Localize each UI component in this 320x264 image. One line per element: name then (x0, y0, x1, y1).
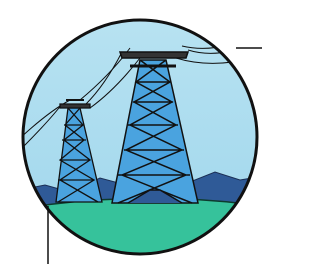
power-tower-illustration (0, 0, 264, 264)
page: (() => { const data = JSON.parse(documen… (0, 0, 264, 264)
scene (0, 0, 264, 264)
